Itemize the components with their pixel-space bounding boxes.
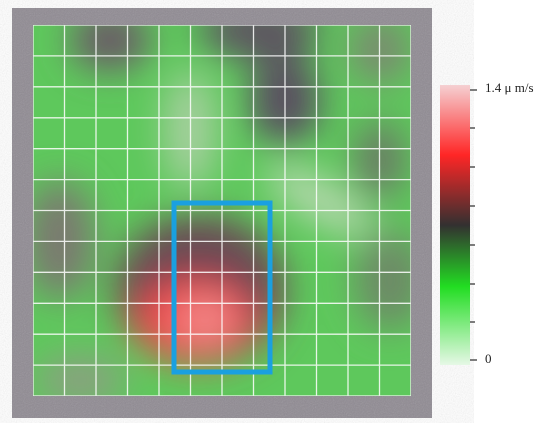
colorbar-ticks xyxy=(470,90,477,360)
colorbar-min-label: 0 xyxy=(485,351,492,366)
figure: 1.4 μ m/s 0 xyxy=(0,0,546,423)
colorbar-max-label: 1.4 μ m/s xyxy=(485,80,534,95)
colorbar xyxy=(440,85,470,365)
page: 1.4 μ m/s 0 (() => { const data = JSON.p… xyxy=(0,0,546,423)
